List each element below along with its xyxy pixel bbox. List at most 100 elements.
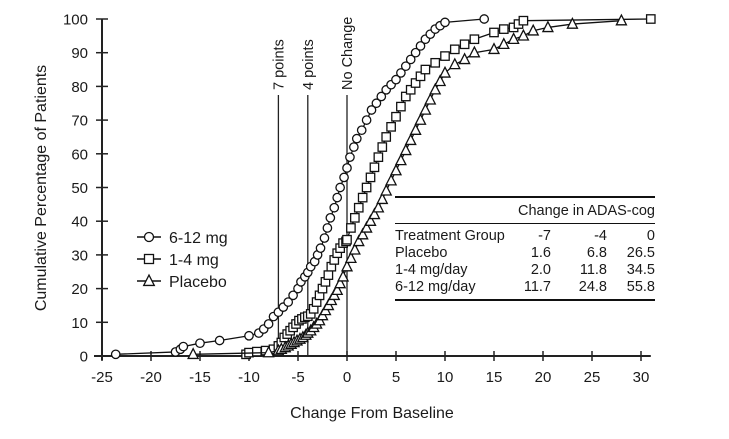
reference-line-label: 4 points [301,39,317,90]
data-point-triangle [187,347,200,360]
data-point-triangle [262,345,275,358]
legend-item: 1-4 mg [137,252,219,269]
table-cell: 11.8 [579,262,607,278]
data-point-circle [366,105,377,115]
y-tick-label: 20 [71,281,88,298]
table-row: 1-4 mg/day 2.0 11.8 34.5 [395,262,655,279]
series-1-4-mg [241,14,656,360]
x-tick-label: -25 [91,369,113,386]
table-header-cell: -7 [538,228,551,244]
data-point-circle [214,335,225,346]
series-group [110,13,656,360]
data-point-square [440,51,450,61]
data-point-square [459,39,470,50]
data-point-triangle [566,17,579,29]
y-tick-label: 50 [71,180,88,197]
data-point-triangle [404,133,417,146]
data-point-triangle [615,13,628,26]
y-tick-label: 30 [71,247,88,264]
x-tick-label: 30 [633,369,650,386]
data-point-triangle [438,65,452,78]
legend-item: 6-12 mg [137,230,228,247]
table-row: Placebo 1.6 6.8 26.5 [395,245,655,262]
data-point-square [373,152,384,163]
table-cell: 34.5 [626,262,655,278]
data-point-circle [345,152,355,163]
table-cell: 55.8 [626,279,655,295]
x-tick-label: -5 [291,369,304,386]
data-point-circle [244,330,254,341]
data-point-square [430,57,441,68]
table-row: 6-12 mg/day 11.7 24.8 55.8 [395,279,655,296]
data-point-square [410,78,421,88]
table-cell: 24.8 [578,279,607,295]
data-point-triangle [380,183,393,196]
data-point-circle [371,98,382,109]
table-mid-rule [395,223,655,224]
data-point-circle [332,192,343,203]
table-cell: 6.8 [586,245,607,261]
x-tick-label: 0 [343,369,351,386]
data-point-square [357,192,368,203]
data-point-circle [356,125,367,136]
data-point-triangle [409,123,422,135]
data-point-circle [396,68,406,78]
data-point-circle [391,74,401,85]
y-tick-label: 60 [71,146,88,163]
data-point-square [353,202,364,213]
data-point-square [420,64,431,75]
x-tick-label: 5 [392,369,400,386]
data-point-square [449,44,460,55]
data-point-triangle [352,234,365,247]
data-point-triangle [487,42,501,55]
data-point-circle [143,231,155,243]
data-point-triangle [434,74,447,87]
data-point-square [405,84,416,95]
x-tick-label: 15 [486,369,503,386]
data-point-triangle [344,251,357,264]
data-point-square [349,212,360,223]
data-point-triangle [340,259,354,272]
adas-cog-table: Change in ADAS-cog Treatment Group -7 -4… [395,196,655,301]
data-point-triangle [331,283,344,296]
data-point-triangle [541,20,554,33]
data-point-circle [410,47,421,58]
y-tick-label: 90 [71,45,88,62]
data-point-circle [315,243,326,254]
data-point-triangle [507,32,520,44]
data-point-triangle [497,37,510,50]
data-point-circle [335,182,345,193]
data-point-triangle [517,28,530,41]
data-point-circle [325,212,336,223]
data-point-circle [405,54,416,65]
data-point-square [489,27,499,38]
data-point-square [391,111,401,122]
series-placebo [187,13,628,360]
data-point-square [251,346,262,357]
table-top-rule [395,196,655,198]
table-cell: 1-4 mg/day [395,262,468,278]
data-point-square [369,162,380,173]
data-point-triangle [337,269,350,282]
table-bottom-rule [395,299,655,301]
legend-label: 1-4 mg [169,252,219,269]
data-point-circle [440,17,450,28]
data-point-circle [329,202,340,213]
table-cell: Placebo [395,245,448,261]
data-point-circle [351,133,362,144]
data-point-circle [319,233,330,243]
data-point-triangle [424,92,437,105]
data-point-square [377,142,388,152]
data-point-triangle [364,214,377,226]
data-point-square [645,14,656,24]
data-point-triangle [356,227,369,240]
data-point-square [400,91,411,102]
data-point-triangle [376,192,389,205]
data-point-triangle [414,113,427,125]
x-tick-label: 25 [584,369,601,386]
table-cell: 1.6 [530,245,551,261]
data-point-circle [361,115,372,125]
data-point-square [518,15,529,26]
data-point-triangle [360,220,373,233]
y-tick-label: 70 [71,113,88,130]
